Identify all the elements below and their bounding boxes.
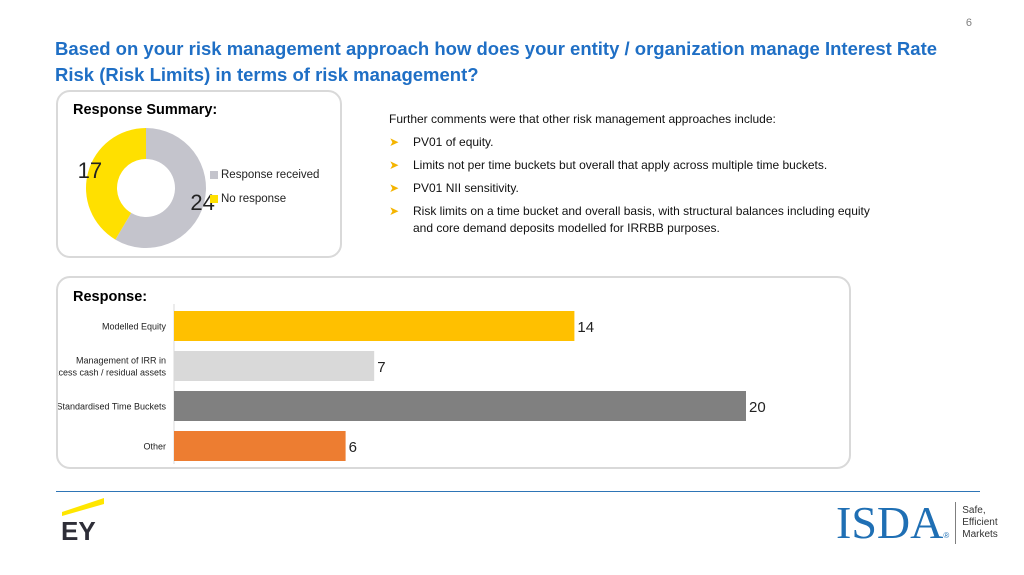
arrow-bullet-icon: ➤ <box>389 204 400 218</box>
isda-logo: ISDA ® Safe, Efficient Markets <box>836 500 998 546</box>
comments-intro: Further comments were that other risk ma… <box>389 112 776 126</box>
category-tick-label: Standardised Time Buckets <box>58 402 166 412</box>
ey-beam-icon <box>62 498 104 516</box>
category-tick-label: Modelled Equity <box>102 322 167 332</box>
arrow-bullet-icon: ➤ <box>389 158 400 172</box>
list-item: ➤ Limits not per time buckets but overall… <box>389 158 828 172</box>
donut-legend: Response received No response <box>210 163 319 211</box>
response-summary-panel: Response Summary: 24 17 <box>56 90 342 258</box>
category-tick-label: Other <box>143 442 166 452</box>
ey-logo: EY <box>61 498 104 544</box>
donut-slice-received <box>115 128 206 248</box>
comments-list: ➤ PV01 of equity. ➤ Limits not per time bu… <box>389 134 889 237</box>
isda-tagline: Safe, Efficient Markets <box>962 505 998 540</box>
further-comments: Further comments were that other risk ma… <box>389 111 889 243</box>
response-summary-heading: Response Summary: <box>73 102 218 118</box>
bar-data-label: 6 <box>349 439 357 456</box>
category-tick-label: excess cash / residual assets <box>58 368 166 378</box>
legend-swatch-no-response <box>210 195 218 203</box>
bar-4 <box>174 431 346 461</box>
arrow-bullet-icon: ➤ <box>389 181 400 195</box>
ey-wordmark: EY <box>61 516 96 544</box>
legend-label: Response received <box>221 169 320 181</box>
legend-item-response-received: Response received <box>210 163 319 187</box>
arrow-bullet-icon: ➤ <box>389 135 400 149</box>
bar-data-label: 20 <box>749 399 766 416</box>
response-bar-chart: 14 Modelled Equity 7 Management of IRR in ex… <box>58 304 766 464</box>
legend-item-no-response: No response <box>210 187 319 211</box>
bar-1 <box>174 311 575 341</box>
list-item: ➤ Risk limits on a time bucket and overal… <box>389 204 870 235</box>
registered-mark-icon: ® <box>943 531 950 540</box>
response-heading: Response: <box>73 289 148 305</box>
response-panel: Response: 14 Modelled Equity 7 Management o… <box>56 276 851 469</box>
bar-3 <box>174 391 746 421</box>
isda-divider <box>955 502 957 544</box>
donut-chart <box>85 128 206 248</box>
bar-2 <box>174 351 375 381</box>
list-item: ➤ PV01 of equity. <box>389 135 494 149</box>
legend-label: No response <box>221 193 287 205</box>
page-title: Based on your risk management approach h… <box>55 38 938 85</box>
category-tick-label: Management of IRR in <box>76 356 166 366</box>
legend-swatch-received <box>210 171 218 179</box>
isda-wordmark: ISDA <box>836 497 944 548</box>
donut-slice-no-response <box>85 128 146 240</box>
donut-data-label-no-response: 17 <box>77 158 103 184</box>
list-item: ➤ PV01 NII sensitivity. <box>389 181 519 195</box>
footer-divider <box>56 491 980 492</box>
bar-data-label: 7 <box>377 359 385 376</box>
bar-data-label: 14 <box>577 319 594 336</box>
page-number: 6 <box>965 17 972 29</box>
